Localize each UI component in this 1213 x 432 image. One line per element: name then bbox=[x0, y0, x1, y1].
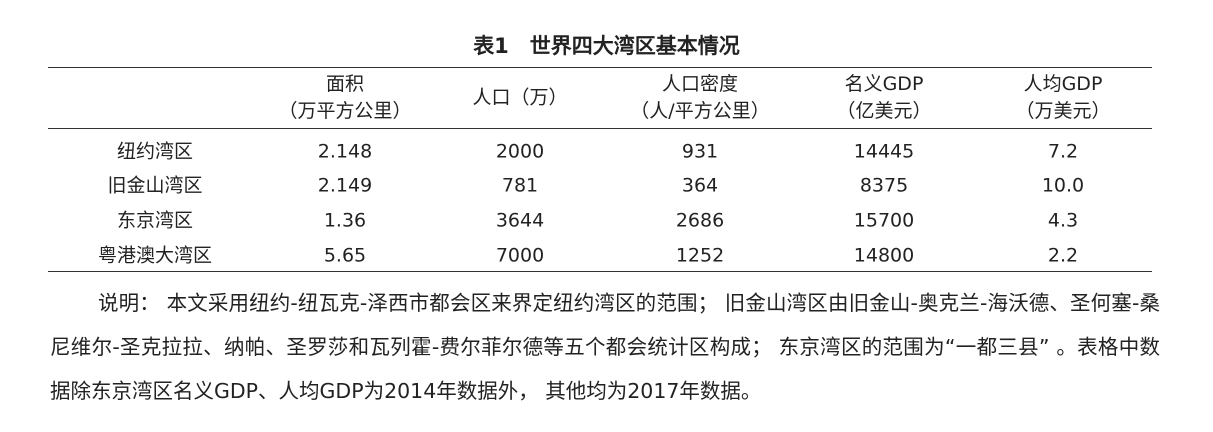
header-line: （亿美元） bbox=[836, 100, 932, 122]
column-header: 名义GDP （亿美元） bbox=[836, 71, 931, 125]
column-header: 人均GDP （万美元） bbox=[1015, 71, 1110, 125]
note: 说明： 本文采用纽约-纽瓦克-泽西市都会区来界定纽约湾区的范围； 旧金山湾区由旧… bbox=[50, 291, 1160, 403]
table-cell: 931 bbox=[681, 140, 719, 163]
column-header: 面积 （万平方公里） bbox=[278, 71, 411, 125]
row-label: 纽约湾区 bbox=[116, 140, 194, 163]
table-cell: 2.2 bbox=[1047, 244, 1079, 267]
header-line: （万美元） bbox=[1015, 100, 1111, 122]
table-cell: 7000 bbox=[495, 244, 545, 267]
table-cell: 15700 bbox=[853, 209, 915, 232]
table-cell: 781 bbox=[501, 174, 539, 197]
row-label: 旧金山湾区 bbox=[107, 174, 203, 197]
table-cell: 3644 bbox=[495, 209, 545, 232]
table-title: 表1 世界四大湾区基本情况 bbox=[473, 34, 740, 58]
header-line: 面积 bbox=[325, 73, 365, 95]
table-cell: 14800 bbox=[853, 244, 915, 267]
table-cell: 10.0 bbox=[1041, 174, 1085, 197]
header-line: 人口（万） bbox=[472, 86, 568, 109]
header-line: （人/平方公里） bbox=[630, 100, 770, 122]
header-line: （万平方公里） bbox=[278, 100, 412, 122]
table-cell: 2.148 bbox=[317, 140, 373, 163]
table-cell: 2000 bbox=[495, 140, 545, 163]
header-rule bbox=[48, 128, 1152, 129]
table-cell: 2686 bbox=[675, 209, 725, 232]
table-cell: 1252 bbox=[675, 244, 725, 267]
table-cell: 4.3 bbox=[1047, 209, 1079, 232]
table-cell: 14445 bbox=[853, 140, 915, 163]
header-line: 名义GDP bbox=[844, 73, 924, 95]
header-line: 人均GDP bbox=[1023, 73, 1103, 95]
table-cell: 2.149 bbox=[317, 174, 373, 197]
table-cell: 8375 bbox=[859, 174, 909, 197]
column-header: 人口（万） bbox=[472, 85, 567, 112]
bottom-rule bbox=[48, 271, 1152, 272]
top-rule bbox=[48, 67, 1152, 68]
row-label: 粤港澳大湾区 bbox=[97, 244, 213, 267]
table-cell: 1.36 bbox=[323, 209, 367, 232]
table-cell: 364 bbox=[681, 174, 719, 197]
header-line: 人口密度 bbox=[661, 73, 738, 95]
table-cell: 5.65 bbox=[323, 244, 367, 267]
column-header: 人口密度 （人/平方公里） bbox=[630, 71, 769, 125]
row-label: 东京湾区 bbox=[116, 209, 194, 232]
table-cell: 7.2 bbox=[1047, 140, 1079, 163]
